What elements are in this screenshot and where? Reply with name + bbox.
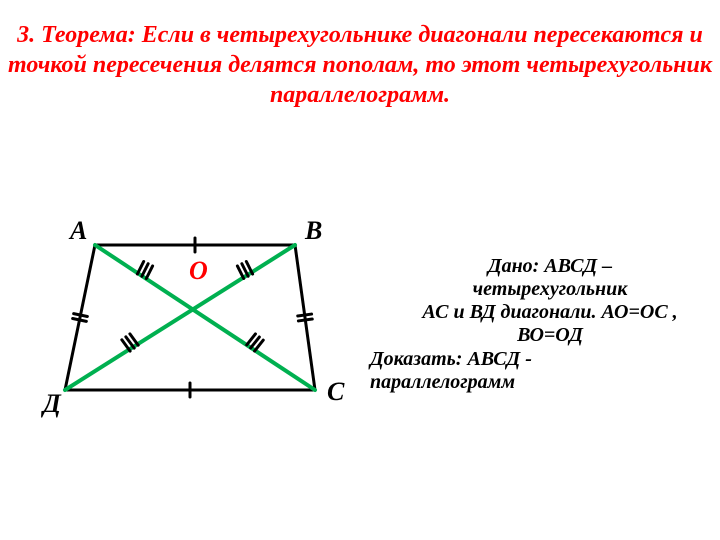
given-block: Дано: АВСД – четырехугольник АС и ВД диа… — [395, 255, 705, 347]
vertex-label-D: Д — [43, 389, 61, 419]
diagonal-BD — [65, 245, 295, 390]
prove-line2: параллелограмм — [370, 371, 515, 393]
vertex-label-O: О — [189, 256, 208, 286]
tick-AD-1 — [73, 319, 87, 322]
theorem-title: 3. Теорема: Если в четырехугольнике диаг… — [0, 20, 720, 110]
prove-line1: Доказать: АВСД - — [370, 348, 532, 370]
vertex-label-B: В — [305, 216, 322, 246]
vertex-label-A: А — [70, 216, 87, 246]
prove-block: Доказать: АВСД - параллелограмм — [370, 348, 670, 394]
tick-BC-0 — [298, 314, 312, 316]
tick-BC-1 — [298, 319, 312, 321]
side-DA — [65, 245, 95, 390]
given-line4: ВО=ОД — [517, 324, 583, 346]
vertex-label-C: С — [327, 377, 344, 407]
given-line1: Дано: АВСД – — [488, 255, 612, 277]
tick-AD-0 — [74, 314, 88, 317]
side-BC — [295, 245, 315, 390]
given-line2: четырехугольник — [473, 278, 628, 300]
given-line3: АС и ВД диагонали. АО=ОС , — [422, 301, 677, 323]
